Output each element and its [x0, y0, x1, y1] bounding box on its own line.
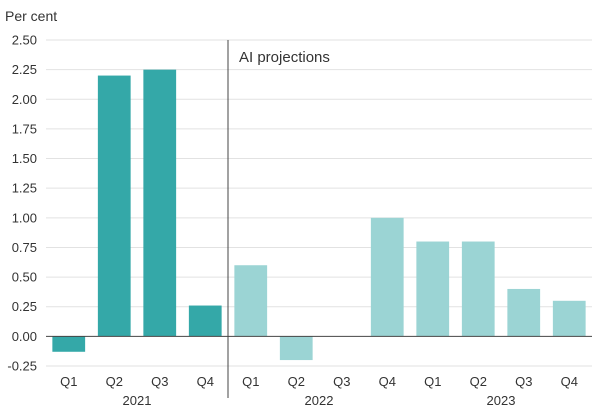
bar: [461, 241, 495, 337]
bar: [234, 265, 268, 337]
bar: [507, 288, 541, 337]
year-labels: 2021 2022 2023: [123, 393, 516, 408]
y-tick-label: 0.50: [12, 270, 37, 285]
x-tick-label: Q1: [60, 374, 77, 389]
x-tick-label: Q3: [333, 374, 350, 389]
y-tick-label: 0.00: [12, 329, 37, 344]
x-tick-label: Q4: [379, 374, 396, 389]
x-tick-label: Q2: [470, 374, 487, 389]
x-tick-label: Q2: [106, 374, 123, 389]
y-tick-label: 2.00: [12, 92, 37, 107]
x-tick-label: Q1: [242, 374, 259, 389]
projection-annotation: AI projections: [239, 49, 330, 66]
y-tick-label: 0.75: [12, 240, 37, 255]
gridlines: [46, 39, 592, 367]
bar: [143, 69, 177, 337]
year-label: 2022: [305, 393, 334, 408]
x-tick-label: Q3: [515, 374, 532, 389]
bar: [188, 305, 222, 337]
year-label: 2021: [123, 393, 152, 408]
x-tick-label: Q4: [197, 374, 214, 389]
y-tick-label: 1.75: [12, 121, 37, 136]
y-tick-label: 1.50: [12, 151, 37, 166]
bar: [279, 336, 313, 361]
y-tick-label: 2.25: [12, 62, 37, 77]
bar: [52, 336, 86, 352]
x-tick-label: Q3: [151, 374, 168, 389]
y-tick-label: -0.25: [7, 359, 37, 374]
y-tick-label: 1.00: [12, 210, 37, 225]
x-tick-label: Q4: [561, 374, 578, 389]
y-axis-label: Per cent: [5, 8, 57, 24]
bars: [52, 69, 586, 361]
x-tick-label: Q1: [424, 374, 441, 389]
bar: [552, 300, 586, 337]
x-tick-label: Q2: [288, 374, 305, 389]
x-axis-ticks: Q1 Q2 Q3 Q4 Q1 Q2 Q3 Q4 Q1 Q2 Q3 Q4: [60, 374, 578, 389]
bar: [370, 217, 404, 337]
year-label: 2023: [487, 393, 516, 408]
bar: [416, 241, 450, 337]
bar: [97, 75, 131, 337]
y-tick-label: 2.50: [12, 33, 37, 48]
y-tick-label: 1.25: [12, 181, 37, 196]
y-axis-ticks: 2.50 2.25 2.00 1.75 1.50 1.25 1.00 0.75 0.50 0.25…: [7, 33, 37, 374]
y-tick-label: 0.25: [12, 299, 37, 314]
